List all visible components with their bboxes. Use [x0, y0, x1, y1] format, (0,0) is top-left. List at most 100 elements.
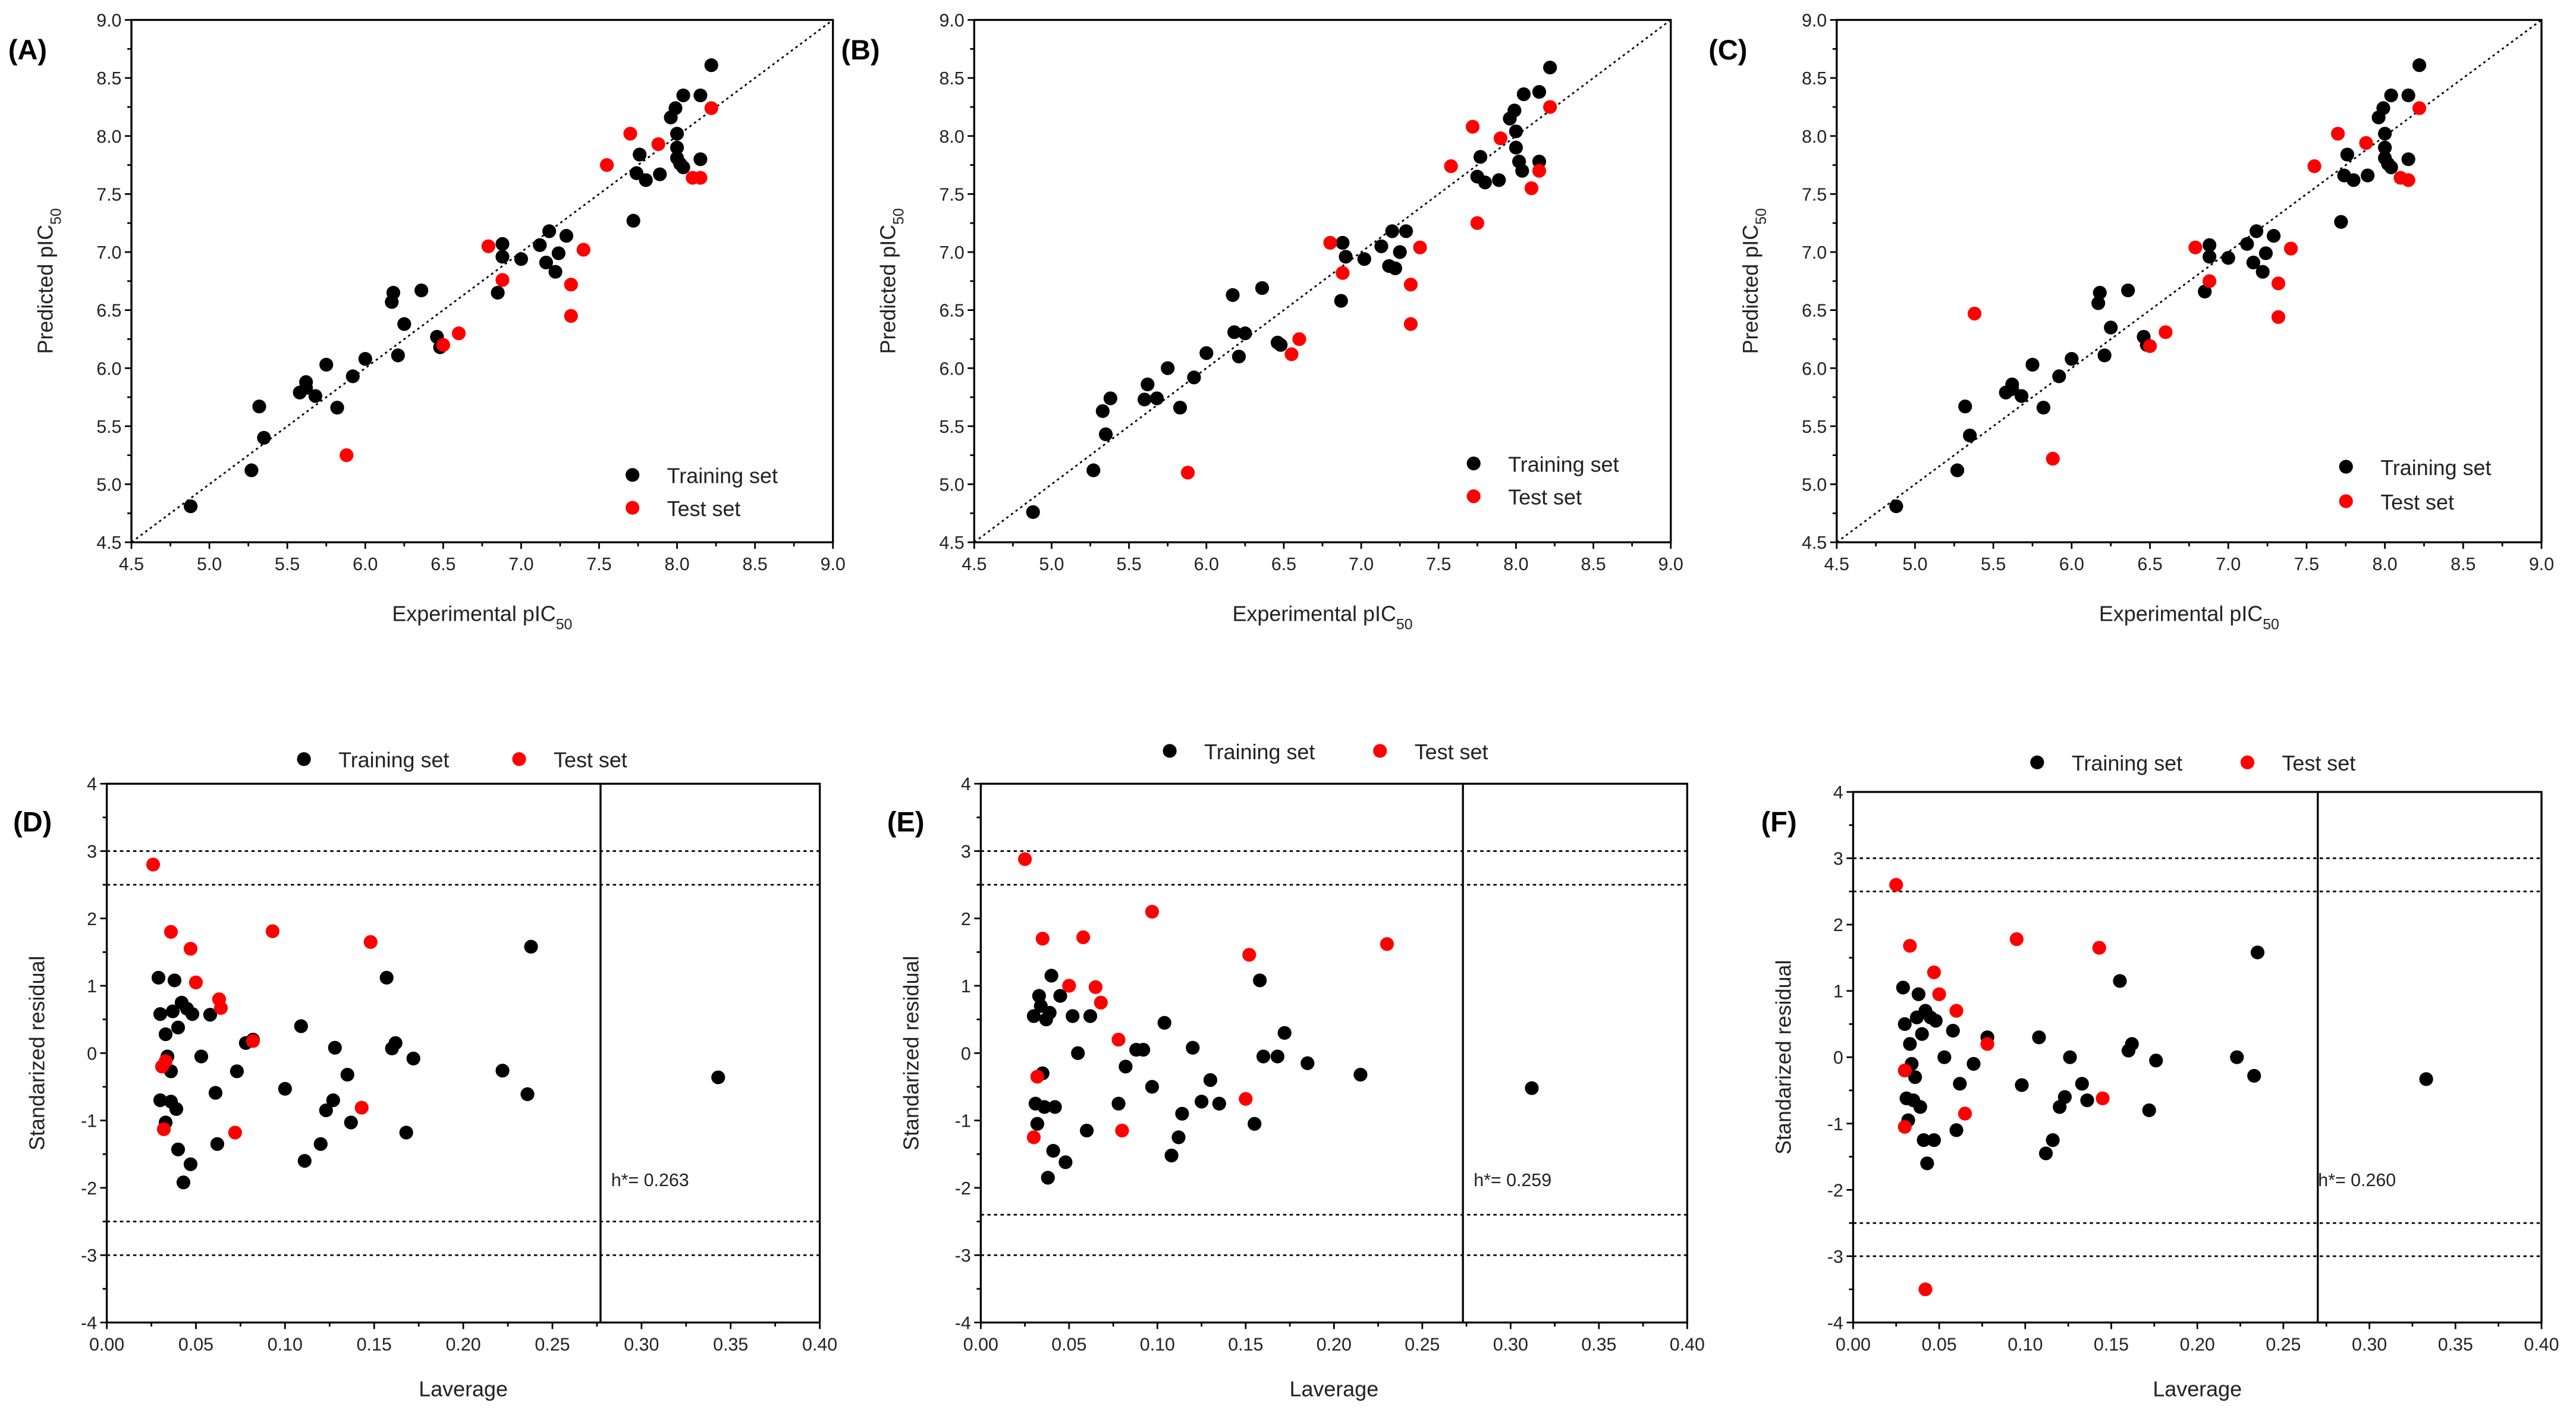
x-tick-label: 0.05 [1922, 1334, 1957, 1354]
x-tick-label: 9.0 [821, 554, 846, 574]
x-tick-label: 0.10 [268, 1334, 303, 1354]
plot-frame [105, 782, 821, 1324]
x-tick-label: 5.0 [197, 554, 222, 574]
training-point [693, 152, 708, 166]
x-tick-label: 0.15 [2094, 1334, 2129, 1354]
x-tick-label: 0.35 [1581, 1334, 1616, 1354]
x-tick-label: 0.25 [2266, 1334, 2301, 1354]
training-point [539, 255, 553, 270]
legend-label-test: Test set [1508, 485, 1582, 510]
test-point [451, 326, 466, 341]
x-tick-label: 8.5 [2451, 554, 2476, 574]
training-point [1270, 1049, 1284, 1064]
training-point [1357, 252, 1371, 266]
training-point [328, 1040, 342, 1055]
training-point [2093, 285, 2107, 300]
x-tick-label: 0.30 [1493, 1334, 1528, 1354]
label-main: Experimental pIC [392, 602, 555, 626]
x-tick-label: 7.5 [586, 554, 611, 574]
training-point [2104, 320, 2118, 335]
y-tick-label: 0 [1833, 1048, 1843, 1068]
label-subscript: 50 [1753, 208, 1770, 225]
test-point [1094, 995, 1108, 1010]
training-point [1195, 1095, 1209, 1109]
y-tick-label: 4.5 [940, 533, 965, 553]
x-tick-label: 0.05 [1051, 1334, 1086, 1354]
y-tick-label: -4 [955, 1313, 971, 1333]
test-point [693, 171, 708, 185]
warning-leverage-label: h*= 0.259 [1474, 1170, 1551, 1190]
x-axis-label: Laverage [1289, 1377, 1378, 1401]
x-tick-label: 7.5 [2294, 554, 2319, 574]
test-point [2143, 339, 2157, 353]
training-point [2014, 389, 2029, 403]
training-point [2080, 1093, 2094, 1108]
training-point [1334, 294, 1348, 308]
training-point [1187, 370, 1201, 385]
panel-label: (F) [1761, 806, 1797, 837]
y-tick-label: 8.5 [940, 68, 965, 89]
panel-a: 4.5 5.0 5.5 6.0 6.5 7.0 7.5 8.0 8.5 9.0 4.5 5.0 5.5 6… [8, 11, 846, 633]
label-main: Predicted pIC [33, 225, 57, 354]
training-point [1086, 463, 1101, 477]
test-point [599, 158, 614, 172]
x-tick-label: 0.40 [1670, 1334, 1705, 1354]
y-tick-label: 4.5 [96, 533, 121, 553]
test-point [158, 1054, 173, 1068]
y-tick-label: 7.5 [1802, 184, 1827, 205]
legend-label-training: Training set [338, 748, 449, 772]
y-tick-label: 4 [961, 774, 971, 794]
y-tick-label: 8.5 [1802, 68, 1827, 89]
y-tick-label: 8.0 [940, 127, 965, 147]
training-point [2221, 251, 2235, 265]
training-point [1037, 1100, 1051, 1114]
training-point [542, 224, 557, 238]
x-tick-label: 6.5 [1271, 554, 1296, 574]
training-point [2246, 255, 2260, 270]
x-axis-label: Experimental pIC50 [2099, 602, 2279, 633]
legend-label-training: Training set [1508, 452, 1619, 476]
training-point [1516, 87, 1531, 102]
training-point [1274, 338, 1288, 352]
y-tick-label: 4 [87, 774, 97, 794]
x-tick-label: 0.40 [2524, 1334, 2559, 1354]
training-point [1915, 1027, 1929, 1041]
training-point [2377, 127, 2392, 141]
test-point [1493, 131, 1507, 146]
test-point [1180, 466, 1195, 480]
test-point [1470, 216, 1484, 230]
legend-marker-test [2339, 494, 2353, 508]
training-point [533, 238, 547, 252]
y-tick-label: -3 [955, 1246, 971, 1266]
training-point [1937, 1050, 1952, 1064]
training-point [2052, 369, 2066, 383]
x-tick-label: 8.0 [1503, 554, 1528, 574]
label-subscript: 50 [48, 208, 64, 225]
training-point [2091, 296, 2106, 310]
training-point [319, 1103, 333, 1118]
training-point [1928, 1014, 1943, 1028]
test-point [363, 935, 378, 949]
training-point [2057, 1090, 2072, 1104]
training-point [2113, 974, 2127, 988]
x-tick-label: 0.20 [446, 1334, 481, 1354]
training-point [1232, 350, 1246, 364]
label-subscript: 50 [1396, 617, 1413, 633]
x-tick-label: 8.5 [1581, 554, 1606, 574]
training-point [2065, 352, 2079, 366]
test-point [146, 857, 161, 872]
x-axis-label: Laverage [2153, 1377, 2242, 1401]
x-tick-label: 8.5 [743, 554, 768, 574]
x-axis-label: Laverage [419, 1377, 508, 1401]
training-point [1889, 499, 1903, 514]
warning-leverage-label: h*= 0.263 [611, 1170, 689, 1190]
training-point [1157, 1015, 1171, 1030]
training-point [2346, 173, 2361, 187]
y-tick-label: 8.0 [1802, 127, 1827, 147]
training-point [693, 88, 708, 103]
training-point [203, 1008, 218, 1022]
training-point [1492, 173, 1506, 187]
training-point [2142, 1103, 2156, 1118]
training-point [165, 1004, 180, 1018]
y-tick-label: 6.0 [96, 359, 121, 379]
